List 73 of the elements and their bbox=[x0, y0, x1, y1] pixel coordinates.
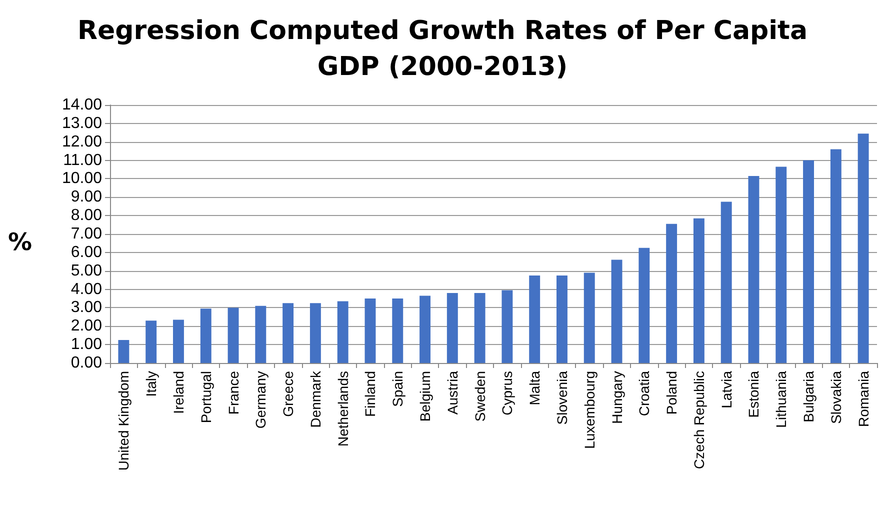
y-tick-label: 9.00 bbox=[70, 188, 102, 206]
bar bbox=[858, 134, 869, 363]
bar bbox=[638, 248, 650, 363]
y-tick-label: 8.00 bbox=[70, 207, 102, 224]
bar bbox=[474, 292, 486, 363]
y-tick-label: 12.00 bbox=[62, 133, 102, 150]
y-tick-label: 11.00 bbox=[63, 152, 102, 169]
y-tick-label: 4.00 bbox=[70, 280, 102, 298]
bar bbox=[364, 298, 376, 363]
x-tick-label: Sweden bbox=[472, 371, 488, 422]
x-tick-label: Estonia bbox=[746, 370, 762, 418]
bar bbox=[803, 160, 814, 363]
x-tick-label: Slovenia bbox=[554, 370, 570, 425]
bar bbox=[748, 176, 760, 363]
x-tick-label: Luxembourg bbox=[581, 371, 598, 449]
x-tick-label: Denmark bbox=[307, 370, 324, 428]
x-tick-label: Slovakia bbox=[828, 370, 844, 424]
x-tick-label: Netherlands bbox=[334, 371, 351, 446]
bar bbox=[118, 340, 130, 363]
bar bbox=[529, 275, 540, 363]
bar bbox=[255, 306, 266, 363]
bar bbox=[392, 298, 404, 363]
x-tick-label: Belgium bbox=[417, 371, 434, 422]
x-tick-label: France bbox=[225, 370, 242, 415]
x-tick-label: Ireland bbox=[170, 371, 186, 414]
x-tick-label: Malta bbox=[526, 370, 543, 406]
y-tick-label: 5.00 bbox=[70, 262, 102, 280]
y-tick-label: 1.00 bbox=[70, 336, 102, 354]
bar bbox=[420, 296, 430, 363]
x-tick-label: Romania bbox=[855, 370, 872, 428]
x-tick-label: Lithuania bbox=[773, 370, 790, 428]
x-tick-label: Cyprus bbox=[499, 371, 516, 416]
bar bbox=[282, 303, 294, 363]
x-tick-label: Italy bbox=[143, 371, 160, 397]
x-tick-label: Bulgaria bbox=[800, 370, 817, 422]
y-tick-label: 13.00 bbox=[62, 114, 102, 132]
bar bbox=[337, 301, 348, 363]
y-axis-title: % bbox=[8, 228, 32, 256]
bar bbox=[666, 224, 678, 363]
x-tick-label: Germany bbox=[252, 371, 269, 429]
bar bbox=[556, 275, 568, 363]
bar bbox=[200, 308, 212, 363]
y-tick-label: 10.00 bbox=[62, 170, 102, 188]
x-tick-label: Hungary bbox=[608, 371, 625, 424]
bar bbox=[693, 218, 704, 363]
bar bbox=[146, 320, 157, 363]
bar bbox=[584, 272, 595, 363]
x-tick-label: Austria bbox=[444, 370, 460, 415]
x-tick-label: United Kingdom bbox=[116, 371, 132, 471]
bar bbox=[502, 290, 513, 363]
y-tick-label: 14.00 bbox=[62, 96, 102, 114]
x-tick-label: Czech Republic bbox=[690, 371, 707, 470]
y-tick-label: 3.00 bbox=[70, 299, 102, 316]
y-tick-label: 7.00 bbox=[70, 226, 102, 242]
y-tick-label: 6.00 bbox=[70, 244, 102, 261]
y-tick-label: 2.00 bbox=[70, 318, 102, 335]
x-tick-label: Greece bbox=[280, 370, 296, 417]
bar bbox=[830, 149, 842, 363]
bar bbox=[611, 260, 622, 363]
x-tick-label: Croatia bbox=[636, 370, 652, 416]
bar bbox=[776, 166, 787, 363]
bar bbox=[173, 320, 184, 363]
x-tick-label: Latvia bbox=[718, 370, 734, 408]
bar bbox=[310, 303, 321, 363]
x-tick-label: Portugal bbox=[198, 371, 214, 424]
bar bbox=[228, 308, 239, 363]
bar bbox=[446, 292, 458, 363]
x-tick-label: Finland bbox=[362, 371, 378, 417]
chart-title: Regression Computed Growth Rates of Per Capita GDP (2000-2013) bbox=[78, 16, 808, 82]
y-tick-label: 0.00 bbox=[70, 354, 102, 372]
x-tick-label: Spain bbox=[390, 371, 406, 407]
x-tick-label: Poland bbox=[664, 371, 680, 415]
bar bbox=[720, 202, 732, 363]
